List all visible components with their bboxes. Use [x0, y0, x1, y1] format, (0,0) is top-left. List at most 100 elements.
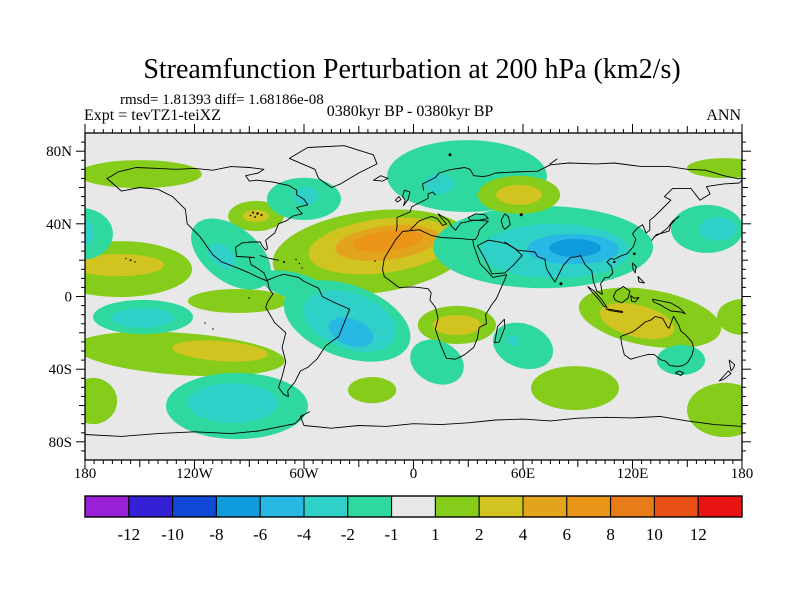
- anomaly-region: [187, 383, 279, 423]
- stats-line: rmsd= 1.81393 diff= 1.68186e-08: [120, 92, 324, 108]
- y-tick-label: 40S: [49, 362, 72, 378]
- colorbar-label: 6: [563, 525, 572, 544]
- anomaly-region: [432, 315, 481, 335]
- anomaly-region: [687, 382, 742, 438]
- coast-new-zealand-north: [728, 359, 736, 372]
- anomaly-region: [112, 307, 174, 328]
- coast-novaya-zemlya: [549, 158, 558, 165]
- y-tick-label: 40N: [46, 217, 72, 233]
- colorbar-segment: [259, 495, 305, 518]
- colorbar-segment: [434, 495, 480, 518]
- y-tick-label: 0: [65, 290, 73, 306]
- coast-japan: [651, 216, 680, 241]
- anomaly-blobs: [85, 140, 742, 440]
- coast-west-europe: [395, 191, 436, 232]
- anomaly-region: [85, 220, 94, 246]
- coast-cuba: [259, 255, 279, 261]
- map-frame: [84, 132, 743, 461]
- colorbar-segment: [566, 495, 612, 518]
- coast-antarctica: [85, 411, 742, 437]
- coast-philippines-north: [632, 262, 637, 274]
- coast-south-asia: [504, 179, 742, 295]
- colorbar-segment: [347, 495, 393, 518]
- coast-new-zealand-south: [718, 370, 732, 382]
- anomaly-region: [243, 210, 269, 222]
- x-tick-label: 0: [410, 466, 418, 482]
- coast-iceland: [372, 175, 389, 182]
- colorbar-segment: [172, 495, 217, 518]
- anomaly-region: [187, 289, 288, 313]
- colorbar-frame: [84, 495, 743, 518]
- colorbar: -12 -10 -8 -6 -4 -2 -1 1 2 4 6 8 10 12: [84, 495, 743, 544]
- coast-sumatra: [587, 286, 608, 308]
- colorbar-segment: [391, 495, 436, 518]
- colorbar-label: -2: [341, 525, 355, 544]
- coast-arabia: [476, 239, 523, 275]
- coast-mediterranean: [409, 213, 489, 241]
- colorbar-segment: [303, 495, 349, 518]
- anomaly-region: [656, 345, 706, 376]
- coast-caspian-sea: [500, 213, 511, 230]
- anomaly-region: [507, 335, 519, 347]
- x-tick-label: 60W: [289, 466, 319, 482]
- coastlines: [85, 145, 742, 437]
- anomaly-region: [496, 184, 542, 205]
- anomaly-region: [294, 186, 318, 206]
- island-dots: [125, 153, 636, 330]
- coast-black-sea: [467, 213, 489, 221]
- experiment-label: Expt = tevTZ1-teiXZ: [84, 107, 221, 124]
- y-tick-label: 80N: [46, 144, 72, 160]
- anomaly-region: [687, 158, 742, 179]
- coast-greenland: [288, 145, 378, 188]
- coast-britain: [402, 189, 411, 207]
- coast-africa: [382, 229, 508, 360]
- colorbar-label: -8: [209, 525, 223, 544]
- anomaly-region: [531, 366, 619, 411]
- anomaly-region: [85, 377, 118, 425]
- colorbar-label: -12: [117, 525, 140, 544]
- colorbar-label: 12: [690, 525, 707, 544]
- colorbar-label: 2: [475, 525, 484, 544]
- anomaly-region: [85, 254, 164, 277]
- colorbar-label: -1: [385, 525, 399, 544]
- colorbar-label: 4: [519, 525, 528, 544]
- x-axis-labels: 180 120W 60W 0 60E 120E 180: [74, 466, 754, 482]
- coast-scandinavia-arctic: [422, 162, 742, 191]
- colorbar-label: 1: [431, 525, 440, 544]
- colorbar-segment: [653, 495, 699, 518]
- colorbar-label: -10: [161, 525, 184, 544]
- anomaly-region: [492, 322, 554, 370]
- coast-borneo: [612, 286, 631, 304]
- map-plot: 180 120W 60W 0 60E 120E 180 80N 40N 0 40S 80S: [46, 124, 754, 482]
- colorbar-segment: [697, 495, 743, 518]
- anomaly-region: [348, 377, 397, 404]
- x-tick-label: 120E: [617, 466, 649, 482]
- colorbar-label: -4: [297, 525, 312, 544]
- coast-australia: [620, 315, 695, 367]
- colorbar-segment: [128, 495, 174, 518]
- coast-tasmania: [674, 370, 685, 376]
- season-label: ANN: [706, 107, 741, 124]
- colorbar-segment: [478, 495, 524, 518]
- coast-north-america: [106, 166, 309, 282]
- coast-new-guinea: [652, 298, 686, 315]
- colorbar-label: -6: [253, 525, 267, 544]
- anomaly-region: [207, 243, 237, 269]
- anomaly-region: [85, 208, 113, 260]
- colorbar-label: 8: [606, 525, 615, 544]
- coast-south-america: [265, 273, 351, 397]
- anomaly-region: [172, 340, 268, 362]
- x-tick-label: 120W: [176, 466, 214, 482]
- anomaly-region: [698, 216, 737, 241]
- anomaly-region: [85, 160, 202, 189]
- coast-sulawesi: [630, 295, 640, 303]
- anomaly-region: [717, 299, 742, 335]
- coast-ireland: [394, 196, 402, 203]
- anomaly-region: [549, 238, 601, 258]
- x-tick-label: 180: [731, 466, 754, 482]
- colorbar-segment: [610, 495, 655, 518]
- x-tick-label: 60E: [511, 466, 535, 482]
- anomaly-region: [352, 230, 424, 252]
